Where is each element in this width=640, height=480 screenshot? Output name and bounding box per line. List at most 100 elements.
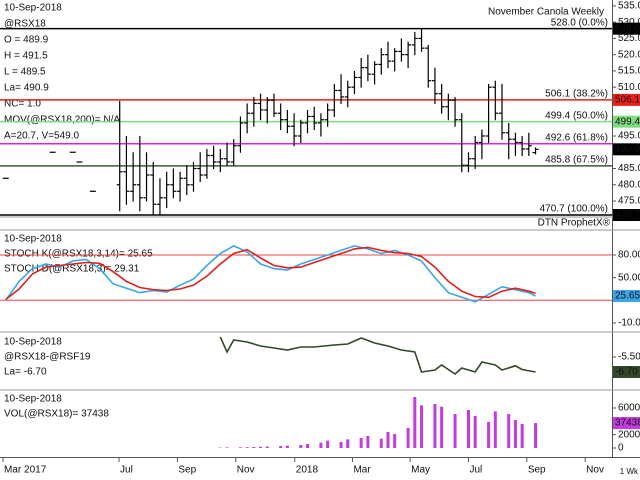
bar xyxy=(366,436,370,448)
value-box xyxy=(613,417,640,430)
value-box xyxy=(613,143,640,156)
bar xyxy=(440,406,444,448)
bar xyxy=(359,438,363,448)
value-box xyxy=(613,115,640,128)
bar xyxy=(285,445,289,448)
x-tick-label: Jul xyxy=(469,465,482,476)
bar xyxy=(413,397,417,448)
legend-entry: La= 490.9 xyxy=(4,83,49,94)
level-label: 470.7 (100.0%) xyxy=(540,204,608,215)
y-tick-label: 480.0 xyxy=(618,179,640,190)
value-box-label: 25.65 xyxy=(615,291,640,302)
y-tick-label: -5.50 xyxy=(618,352,640,363)
value-box xyxy=(613,93,640,106)
legend-entry: La= -6.70 xyxy=(4,367,47,378)
level-label: 492.6 (61.8%) xyxy=(545,132,608,143)
y-tick-label: 20000 xyxy=(618,429,640,440)
bar xyxy=(279,446,283,448)
legend-entry: A=20.7, V=549.0 xyxy=(4,131,80,142)
legend-entry: NC= 1.0 xyxy=(4,99,41,110)
legend-entry: L = 489.5 xyxy=(4,67,46,78)
y-tick-label: 0 xyxy=(618,443,624,454)
bar xyxy=(513,420,517,448)
level-label: 485.8 (67.5%) xyxy=(545,155,608,166)
bar xyxy=(507,414,511,448)
value-box-label: -6.70 xyxy=(615,367,638,378)
bar xyxy=(386,432,390,448)
value-box-label: 490.9 xyxy=(615,144,640,155)
y-tick-label: 495.0 xyxy=(618,131,640,142)
bar xyxy=(493,411,497,448)
y-tick-label: 60000 xyxy=(618,403,640,414)
legend-entry: 10-Sep-2018 xyxy=(4,234,62,245)
bar xyxy=(420,405,424,448)
chart-title: November Canola Weekly xyxy=(488,7,604,18)
legend-entry: MOV(@RSX18,200)= N/A xyxy=(4,115,120,126)
bar xyxy=(406,428,410,448)
bar xyxy=(339,442,343,448)
x-tick-label: Nov xyxy=(237,465,255,476)
bar xyxy=(453,414,457,448)
value-box-label: 499.4 xyxy=(615,116,640,127)
value-box xyxy=(613,290,640,303)
legend-entry: STOCH K(@RSX18,3,14)= 25.65 xyxy=(4,249,153,260)
legend-entry: 10-Sep-2018 xyxy=(4,394,62,405)
period-label: 1 Wk xyxy=(620,467,639,476)
bar xyxy=(252,447,256,448)
y-tick-label: 475.0 xyxy=(618,196,640,207)
bar xyxy=(225,447,229,448)
x-tick-label: 2018 xyxy=(296,465,319,476)
watermark: DTN ProphetX® xyxy=(538,218,611,229)
y-tick-label: 515.0 xyxy=(618,66,640,77)
y-tick-label: 50.00 xyxy=(618,272,640,283)
bar xyxy=(245,447,249,448)
bar xyxy=(326,440,330,448)
value-box xyxy=(613,209,640,222)
legend-entry: @RSX18-@RSF19 xyxy=(4,352,91,363)
level-label: 499.4 (50.0%) xyxy=(545,110,608,121)
legend-entry: STOCH D(@RSX18,3)= 29.31 xyxy=(4,264,140,275)
x-tick-label: Mar 2017 xyxy=(4,465,47,476)
x-tick-label: Mar xyxy=(353,465,371,476)
bar xyxy=(534,423,538,448)
bar xyxy=(473,416,477,448)
value-box xyxy=(613,366,640,378)
value-box-label: 470.7 xyxy=(615,210,640,221)
value-box-label: 528.0 xyxy=(615,23,640,34)
value-box-label: 506.1 xyxy=(615,95,640,106)
bar xyxy=(393,434,397,448)
bar xyxy=(306,444,310,448)
x-tick-label: Sep xyxy=(178,465,196,476)
y-tick-label: 510.0 xyxy=(618,82,640,93)
bar xyxy=(299,445,303,448)
bar xyxy=(487,422,491,448)
value-box xyxy=(613,22,640,35)
x-tick-label: Sep xyxy=(528,465,546,476)
series-line xyxy=(5,245,536,303)
legend-entry: VOL(@RSX18)= 37438 xyxy=(4,409,109,420)
y-tick-label: 80.00 xyxy=(618,250,640,261)
legend-entry: 10-Sep-2018 xyxy=(4,337,62,348)
y-tick-label: 530.0 xyxy=(618,17,640,28)
bar xyxy=(466,410,470,448)
y-tick-label: 485.0 xyxy=(618,163,640,174)
bar xyxy=(265,446,269,448)
bar xyxy=(238,447,242,448)
bar xyxy=(259,446,263,448)
x-tick-label: Jul xyxy=(120,465,133,476)
level-label: 506.1 (38.2%) xyxy=(545,89,608,100)
series-line xyxy=(5,246,536,301)
legend-entry: O = 489.9 xyxy=(4,35,49,46)
y-tick-label: 535.0 xyxy=(618,1,640,12)
bar xyxy=(379,438,383,448)
legend-entry: 10-Sep-2018 xyxy=(4,3,62,14)
y-tick-label: 525.0 xyxy=(618,33,640,44)
x-tick-label: Nov xyxy=(586,465,604,476)
legend-entry: @RSX18 xyxy=(4,19,46,30)
legend-entry: H = 491.5 xyxy=(4,51,48,62)
y-tick-label: 520.0 xyxy=(618,49,640,60)
bar xyxy=(433,404,437,448)
bar xyxy=(346,439,350,448)
